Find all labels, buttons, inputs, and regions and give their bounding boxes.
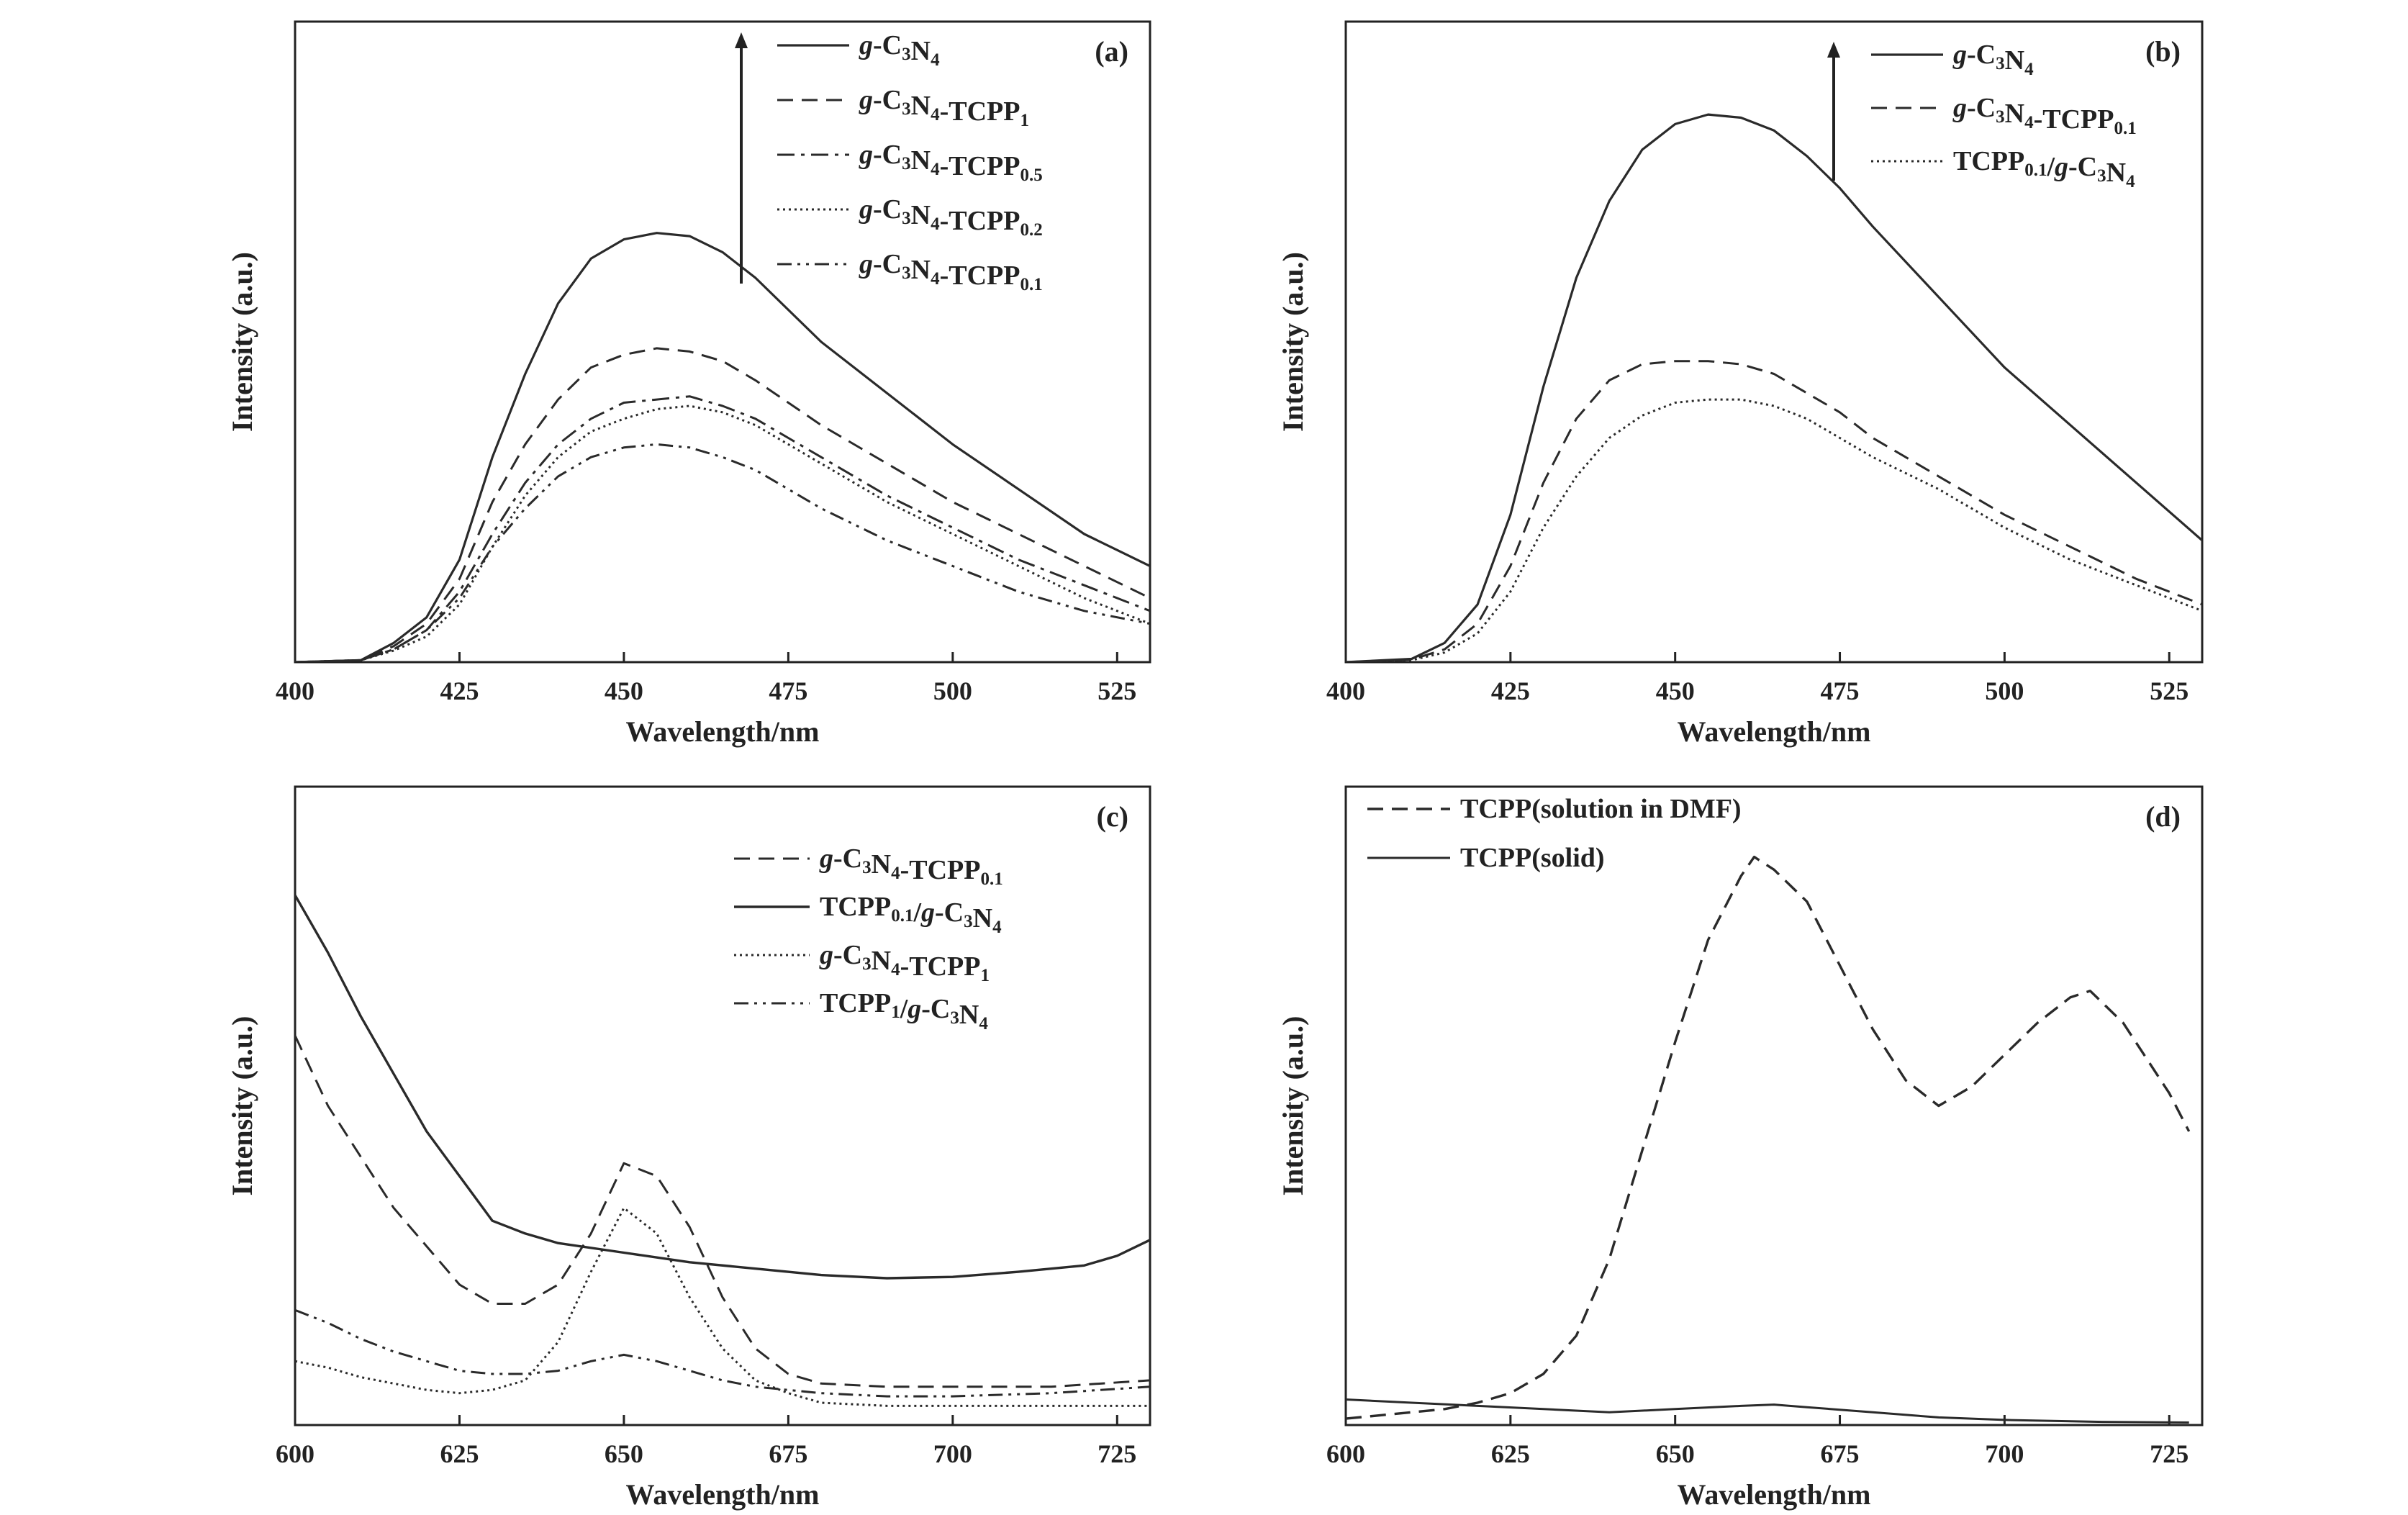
series-line-1 <box>295 1035 1150 1388</box>
x-tick-label: 450 <box>1656 677 1695 705</box>
x-tick-label: 675 <box>769 1439 807 1468</box>
x-tick-label: 675 <box>1821 1439 1860 1468</box>
panel-label: (b) <box>2145 35 2181 68</box>
x-axis-title: Wavelength/nm <box>1678 715 1871 748</box>
x-axis-title: Wavelength/nm <box>1678 1478 1871 1511</box>
panel-label: (d) <box>2145 800 2181 833</box>
plot-frame <box>294 785 1151 1426</box>
legend-label: g-C3N4 <box>1952 40 2034 79</box>
panel-b: 400 425 450 475 500 525 Wavelength/nm Intensity… <box>1277 20 2204 748</box>
series-line-3 <box>1346 398 2202 662</box>
panel-label: (c) <box>1097 800 1128 833</box>
x-tick-label: 700 <box>933 1439 972 1468</box>
x-tick-label: 725 <box>2150 1439 2189 1468</box>
series-line-4 <box>295 404 1150 662</box>
x-tick-label: 650 <box>605 1439 643 1468</box>
legend-label: g-C3N4-TCPP0.1 <box>859 249 1043 294</box>
series-line-2 <box>1346 360 2202 662</box>
panel-c: 600 625 650 675 700 725 Wavelength/nm Intensity… <box>226 785 1151 1511</box>
series-line-1 <box>1346 855 2191 1420</box>
x-tick-label: 400 <box>1326 677 1365 705</box>
legend-label: g-C3N4-TCPP1 <box>859 85 1029 130</box>
x-tick-label: 450 <box>605 677 643 705</box>
x-tick-label: 625 <box>440 1439 479 1468</box>
series-line-1 <box>295 232 1150 662</box>
legend-label: g-C3N4-TCPP0.5 <box>859 140 1043 185</box>
x-tick-label: 700 <box>1985 1439 2024 1468</box>
series-line-2 <box>1346 1398 2189 1424</box>
x-tick-label: 475 <box>769 677 807 705</box>
x-tick-label: 600 <box>1326 1439 1365 1468</box>
x-tick-label: 525 <box>2150 677 2189 705</box>
legend-label: TCPP1/g-C3N4 <box>820 988 988 1034</box>
x-tick-label: 525 <box>1097 677 1136 705</box>
x-tick-label: 500 <box>933 677 972 705</box>
series-line-4 <box>295 1308 1150 1398</box>
panel-a: 400 425 450 475 500 525 Wavelength/nm Intensity… <box>226 20 1151 748</box>
series-line-1 <box>1346 113 2202 662</box>
legend-label: TCPP(solid) <box>1460 843 1605 873</box>
panel-d: 600 625 650 675 700 725 Wavelength/nm Intensity… <box>1277 785 2204 1511</box>
panel-label: (a) <box>1095 35 1128 68</box>
x-tick-label: 475 <box>1821 677 1860 705</box>
series-line-5 <box>295 443 1150 662</box>
series-line-3 <box>295 395 1150 662</box>
series-line-2 <box>295 894 1150 1280</box>
x-axis-title: Wavelength/nm <box>626 715 820 748</box>
legend-label: g-C3N4-TCPP0.1 <box>819 844 1003 889</box>
legend-label: g-C3N4-TCPP0.2 <box>859 194 1043 240</box>
x-tick-label: 650 <box>1656 1439 1695 1468</box>
legend-label: TCPP0.1/g-C3N4 <box>1953 146 2135 191</box>
legend-label: g-C3N4 <box>859 30 940 70</box>
x-tick-label: 400 <box>276 677 314 705</box>
legend-label: TCPP(solution in DMF) <box>1460 794 1742 824</box>
arrow-up-icon <box>735 32 748 48</box>
x-tick-label: 500 <box>1985 677 2024 705</box>
plot-frame <box>294 20 1151 664</box>
x-axis-title: Wavelength/nm <box>626 1478 820 1511</box>
y-axis-title: Intensity (a.u.) <box>226 1016 258 1195</box>
series-line-2 <box>295 347 1150 662</box>
y-axis-title: Intensity (a.u.) <box>1277 252 1309 432</box>
plot-frame <box>1344 20 2204 664</box>
plot-frame <box>1344 785 2204 1426</box>
x-tick-label: 600 <box>276 1439 314 1468</box>
legend-label: TCPP0.1/g-C3N4 <box>820 892 1002 937</box>
series-line-3 <box>295 1206 1150 1407</box>
y-axis-title: Intensity (a.u.) <box>226 252 258 432</box>
arrow-up-icon <box>1827 42 1840 58</box>
x-tick-label: 625 <box>1491 1439 1530 1468</box>
x-tick-label: 725 <box>1097 1439 1136 1468</box>
legend-label: g-C3N4-TCPP0.1 <box>1952 93 2137 138</box>
x-tick-label: 425 <box>440 677 479 705</box>
x-tick-label: 425 <box>1491 677 1530 705</box>
y-axis-title: Intensity (a.u.) <box>1277 1016 1309 1195</box>
legend-label: g-C3N4-TCPP1 <box>819 940 990 985</box>
